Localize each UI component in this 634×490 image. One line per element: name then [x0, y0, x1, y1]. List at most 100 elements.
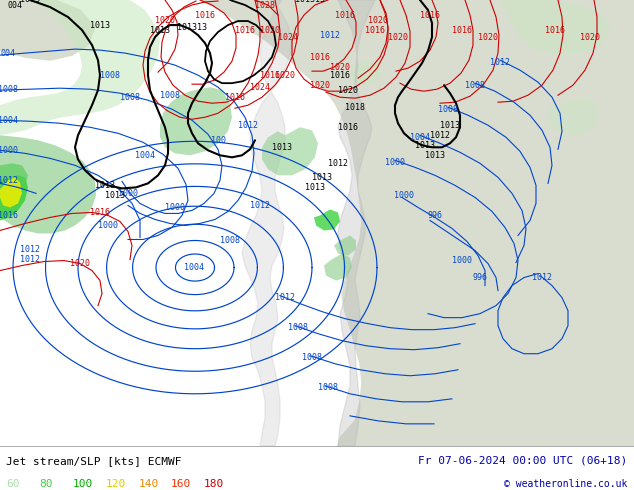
- Text: 1012: 1012: [320, 30, 340, 40]
- Text: 1000: 1000: [452, 256, 472, 265]
- Text: 1013: 1013: [95, 181, 115, 190]
- Polygon shape: [324, 253, 352, 281]
- Text: 1004: 1004: [410, 133, 430, 142]
- Text: 101313: 101313: [177, 23, 207, 31]
- Polygon shape: [350, 60, 380, 85]
- Text: 1020: 1020: [338, 86, 358, 95]
- Text: 1008: 1008: [100, 71, 120, 80]
- Text: 1013: 1013: [440, 121, 460, 130]
- Polygon shape: [200, 0, 634, 446]
- Text: 1012: 1012: [20, 245, 40, 254]
- Text: 120: 120: [105, 479, 126, 489]
- Text: 1013: 1013: [312, 173, 332, 182]
- Text: 1013: 1013: [415, 141, 435, 150]
- Text: 1016: 1016: [335, 10, 355, 20]
- Text: 1000: 1000: [394, 191, 414, 200]
- Text: 1016: 1016: [90, 208, 110, 217]
- Text: 1020: 1020: [368, 16, 388, 24]
- Text: 1012: 1012: [250, 201, 270, 210]
- Text: 1018: 1018: [345, 103, 365, 112]
- Text: 101313: 101313: [295, 0, 325, 4]
- Text: 1012: 1012: [20, 255, 40, 264]
- Text: 1008: 1008: [120, 93, 140, 102]
- Text: 1013: 1013: [20, 0, 40, 4]
- Text: 1013: 1013: [425, 151, 445, 160]
- Text: 60: 60: [6, 479, 20, 489]
- Text: Jet stream/SLP [kts] ECMWF: Jet stream/SLP [kts] ECMWF: [6, 456, 182, 466]
- Text: 996: 996: [427, 211, 443, 220]
- Text: 180: 180: [204, 479, 224, 489]
- Text: 1013: 1013: [105, 191, 125, 200]
- Text: 1012: 1012: [532, 273, 552, 282]
- Polygon shape: [548, 97, 598, 135]
- Polygon shape: [338, 0, 375, 446]
- Text: 1016: 1016: [545, 25, 565, 35]
- Text: 1013: 1013: [305, 183, 325, 192]
- Text: 1016: 1016: [225, 93, 245, 102]
- Text: 1008: 1008: [0, 85, 18, 94]
- Text: 1020: 1020: [478, 32, 498, 42]
- Text: 1016: 1016: [420, 10, 440, 20]
- Text: 1012: 1012: [430, 131, 450, 140]
- Text: 1020: 1020: [155, 16, 175, 24]
- Text: 1013: 1013: [272, 143, 292, 152]
- Text: 1016: 1016: [260, 71, 280, 80]
- Text: 1024: 1024: [278, 32, 298, 42]
- Text: 1013: 1013: [150, 25, 170, 35]
- Text: 1020: 1020: [260, 25, 280, 35]
- Text: 1028: 1028: [255, 0, 275, 9]
- Text: 1016: 1016: [310, 52, 330, 62]
- Text: 1013: 1013: [90, 21, 110, 29]
- Polygon shape: [0, 0, 95, 60]
- Text: 1008: 1008: [288, 323, 308, 332]
- Text: 1024: 1024: [250, 83, 270, 92]
- Text: 100: 100: [210, 136, 226, 145]
- Text: 140: 140: [138, 479, 158, 489]
- Text: 1020: 1020: [310, 81, 330, 90]
- Text: Fr 07-06-2024 00:00 UTC (06+18): Fr 07-06-2024 00:00 UTC (06+18): [418, 456, 628, 466]
- Polygon shape: [0, 163, 28, 197]
- Text: 1004: 1004: [184, 263, 204, 272]
- Text: 1016: 1016: [330, 71, 350, 80]
- Polygon shape: [0, 135, 96, 233]
- Text: 1004: 1004: [135, 151, 155, 160]
- Text: © weatheronline.co.uk: © weatheronline.co.uk: [504, 479, 628, 489]
- Text: 1008: 1008: [465, 81, 485, 90]
- Text: 80: 80: [39, 479, 53, 489]
- Text: 1020: 1020: [275, 71, 295, 80]
- Polygon shape: [242, 0, 292, 446]
- Text: 1016: 1016: [0, 211, 18, 220]
- Polygon shape: [500, 0, 610, 55]
- Text: 1016: 1016: [235, 25, 255, 35]
- Text: 100: 100: [72, 479, 93, 489]
- Polygon shape: [160, 87, 232, 155]
- Text: 1016: 1016: [452, 25, 472, 35]
- Polygon shape: [334, 236, 356, 255]
- Text: 004: 004: [1, 49, 15, 58]
- Text: 1000: 1000: [385, 158, 405, 167]
- Polygon shape: [314, 209, 340, 230]
- Text: 1020: 1020: [580, 32, 600, 42]
- Text: 1000: 1000: [0, 146, 18, 155]
- Text: 1008: 1008: [302, 353, 322, 362]
- Text: 1012: 1012: [328, 159, 348, 168]
- Text: 1020: 1020: [388, 32, 408, 42]
- Text: 1008: 1008: [438, 105, 458, 114]
- Text: 004: 004: [8, 0, 22, 9]
- Text: 1016: 1016: [365, 25, 385, 35]
- Text: 1016: 1016: [338, 123, 358, 132]
- Text: 1000: 1000: [118, 189, 138, 198]
- Text: 1000: 1000: [98, 221, 118, 230]
- Text: 1012: 1012: [0, 176, 18, 185]
- Text: 1008: 1008: [160, 91, 180, 99]
- Polygon shape: [262, 127, 318, 175]
- Text: 1004: 1004: [0, 116, 18, 125]
- Polygon shape: [0, 175, 28, 220]
- Text: 1008: 1008: [220, 236, 240, 245]
- Text: 1008: 1008: [318, 383, 338, 392]
- Text: 1000: 1000: [165, 203, 185, 212]
- Text: 1016: 1016: [195, 10, 215, 20]
- Text: 1012: 1012: [238, 121, 258, 130]
- Text: 1020: 1020: [70, 259, 90, 268]
- Text: 1020: 1020: [330, 63, 350, 72]
